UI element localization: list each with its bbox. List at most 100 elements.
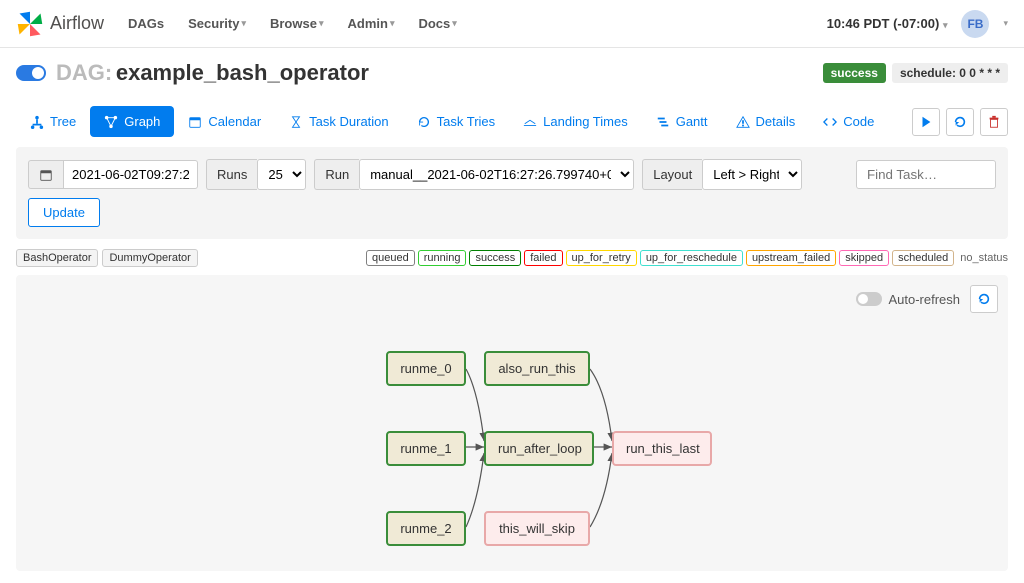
code-icon	[823, 115, 837, 129]
schedule-badge: schedule: 0 0 * * *	[892, 63, 1008, 83]
calendar-icon	[188, 115, 202, 129]
find-task-input[interactable]	[856, 160, 996, 189]
chevron-down-icon: ▾	[943, 20, 948, 30]
nav-dags[interactable]: DAGs	[128, 16, 164, 31]
task-node-runme_1[interactable]: runme_1	[386, 431, 466, 466]
status-tag-upstream_failed[interactable]: upstream_failed	[746, 250, 836, 266]
base-date-input[interactable]	[63, 160, 198, 189]
run-group: Run manual__2021-06-02T16:27:26.799740+0…	[314, 159, 634, 190]
graph-refresh-button[interactable]	[970, 285, 998, 313]
run-select[interactable]: manual__2021-06-02T16:27:26.799740+00:00	[359, 159, 634, 190]
layout-group: Layout Left > Right	[642, 159, 802, 190]
dag-label: DAG:	[56, 60, 112, 86]
auto-refresh-label: Auto-refresh	[888, 292, 960, 307]
trigger-dag-button[interactable]	[912, 108, 940, 136]
runs-group: Runs 25	[206, 159, 306, 190]
tree-icon	[30, 115, 44, 129]
tab-graph-label: Graph	[124, 114, 160, 129]
nav-docs[interactable]: Docs▾	[418, 16, 456, 31]
status-tag-up_for_reschedule[interactable]: up_for_reschedule	[640, 250, 743, 266]
brand-text: Airflow	[50, 13, 104, 34]
tab-code[interactable]: Code	[809, 106, 888, 137]
warning-icon	[736, 115, 750, 129]
tab-task-duration[interactable]: Task Duration	[275, 106, 402, 137]
status-tag-queued[interactable]: queued	[366, 250, 415, 266]
graph-icon	[104, 115, 118, 129]
dag-header: DAG: example_bash_operator success sched…	[16, 60, 1008, 86]
task-node-runme_2[interactable]: runme_2	[386, 511, 466, 546]
operator-tag-dummy[interactable]: DummyOperator	[102, 249, 197, 267]
retry-icon	[417, 115, 431, 129]
tab-code-label: Code	[843, 114, 874, 129]
nav-security[interactable]: Security▾	[188, 16, 246, 31]
dag-tabs: Tree Graph Calendar Task Duration Task T…	[16, 106, 1008, 137]
graph-panel: Auto-refresh runme_0 also_run_this runme_1…	[16, 275, 1008, 571]
tab-gantt-label: Gantt	[676, 114, 708, 129]
task-node-runme_0[interactable]: runme_0	[386, 351, 466, 386]
chevron-down-icon: ▾	[241, 18, 246, 29]
clock[interactable]: 10:46 PDT (-07:00) ▾	[827, 16, 948, 31]
chevron-down-icon: ▾	[319, 18, 324, 29]
task-node-run_this_last[interactable]: run_this_last	[612, 431, 712, 466]
tab-calendar-label: Calendar	[208, 114, 261, 129]
runs-select[interactable]: 25	[257, 159, 306, 190]
task-node-also_run_this[interactable]: also_run_this	[484, 351, 590, 386]
navbar: Airflow DAGs Security▾ Browse▾ Admin▾ Do…	[0, 0, 1024, 48]
chevron-down-icon: ▾	[1003, 18, 1008, 29]
status-tag-skipped[interactable]: skipped	[839, 250, 889, 266]
tab-task-tries[interactable]: Task Tries	[403, 106, 510, 137]
landing-icon	[523, 115, 537, 129]
runs-label: Runs	[206, 159, 257, 190]
nav-links: DAGs Security▾ Browse▾ Admin▾ Docs▾	[128, 16, 457, 31]
layout-select[interactable]: Left > Right	[702, 159, 802, 190]
operator-tag-bash[interactable]: BashOperator	[16, 249, 98, 267]
tab-gantt[interactable]: Gantt	[642, 106, 722, 137]
nav-admin-label: Admin	[347, 16, 387, 31]
avatar[interactable]: FB	[961, 10, 989, 38]
nav-security-label: Security	[188, 16, 239, 31]
controls-panel: Runs 25 Run manual__2021-06-02T16:27:26.…	[16, 147, 1008, 239]
dag-enabled-toggle[interactable]	[16, 65, 46, 81]
dag-action-buttons	[912, 108, 1008, 136]
tab-tree-label: Tree	[50, 114, 76, 129]
tab-tree[interactable]: Tree	[16, 106, 90, 137]
task-node-run_after_loop[interactable]: run_after_loop	[484, 431, 594, 466]
status-tag-running[interactable]: running	[418, 250, 467, 266]
tab-details[interactable]: Details	[722, 106, 810, 137]
nav-dags-label: DAGs	[128, 16, 164, 31]
toggle-icon	[856, 292, 882, 306]
clock-text: 10:46 PDT (-07:00)	[827, 16, 940, 31]
no-status-label: no_status	[960, 252, 1008, 264]
run-label: Run	[314, 159, 359, 190]
status-tag-failed[interactable]: failed	[524, 250, 562, 266]
refresh-dag-button[interactable]	[946, 108, 974, 136]
auto-refresh-toggle[interactable]: Auto-refresh	[856, 292, 960, 307]
nav-docs-label: Docs	[418, 16, 450, 31]
tab-task-tries-label: Task Tries	[437, 114, 496, 129]
brand[interactable]: Airflow	[16, 10, 104, 38]
update-button[interactable]: Update	[28, 198, 100, 227]
gantt-icon	[656, 115, 670, 129]
hourglass-icon	[289, 115, 303, 129]
chevron-down-icon: ▾	[452, 18, 457, 29]
tab-details-label: Details	[756, 114, 796, 129]
graph-toolbar: Auto-refresh	[26, 285, 998, 313]
tab-landing-times[interactable]: Landing Times	[509, 106, 642, 137]
delete-dag-button[interactable]	[980, 108, 1008, 136]
tab-calendar[interactable]: Calendar	[174, 106, 275, 137]
layout-label: Layout	[642, 159, 702, 190]
graph-canvas[interactable]: runme_0 also_run_this runme_1 run_after_loo…	[26, 341, 998, 561]
task-node-this_will_skip[interactable]: this_will_skip	[484, 511, 590, 546]
base-date-group	[28, 160, 198, 189]
nav-admin[interactable]: Admin▾	[347, 16, 394, 31]
chevron-down-icon: ▾	[390, 18, 395, 29]
tab-task-duration-label: Task Duration	[309, 114, 388, 129]
nav-browse[interactable]: Browse▾	[270, 16, 324, 31]
status-tag-scheduled[interactable]: scheduled	[892, 250, 954, 266]
dag-name: example_bash_operator	[116, 60, 369, 86]
tab-graph[interactable]: Graph	[90, 106, 174, 137]
status-tag-success[interactable]: success	[469, 250, 521, 266]
airflow-logo-icon	[16, 10, 44, 38]
status-tag-up_for_retry[interactable]: up_for_retry	[566, 250, 637, 266]
calendar-icon	[28, 160, 63, 189]
